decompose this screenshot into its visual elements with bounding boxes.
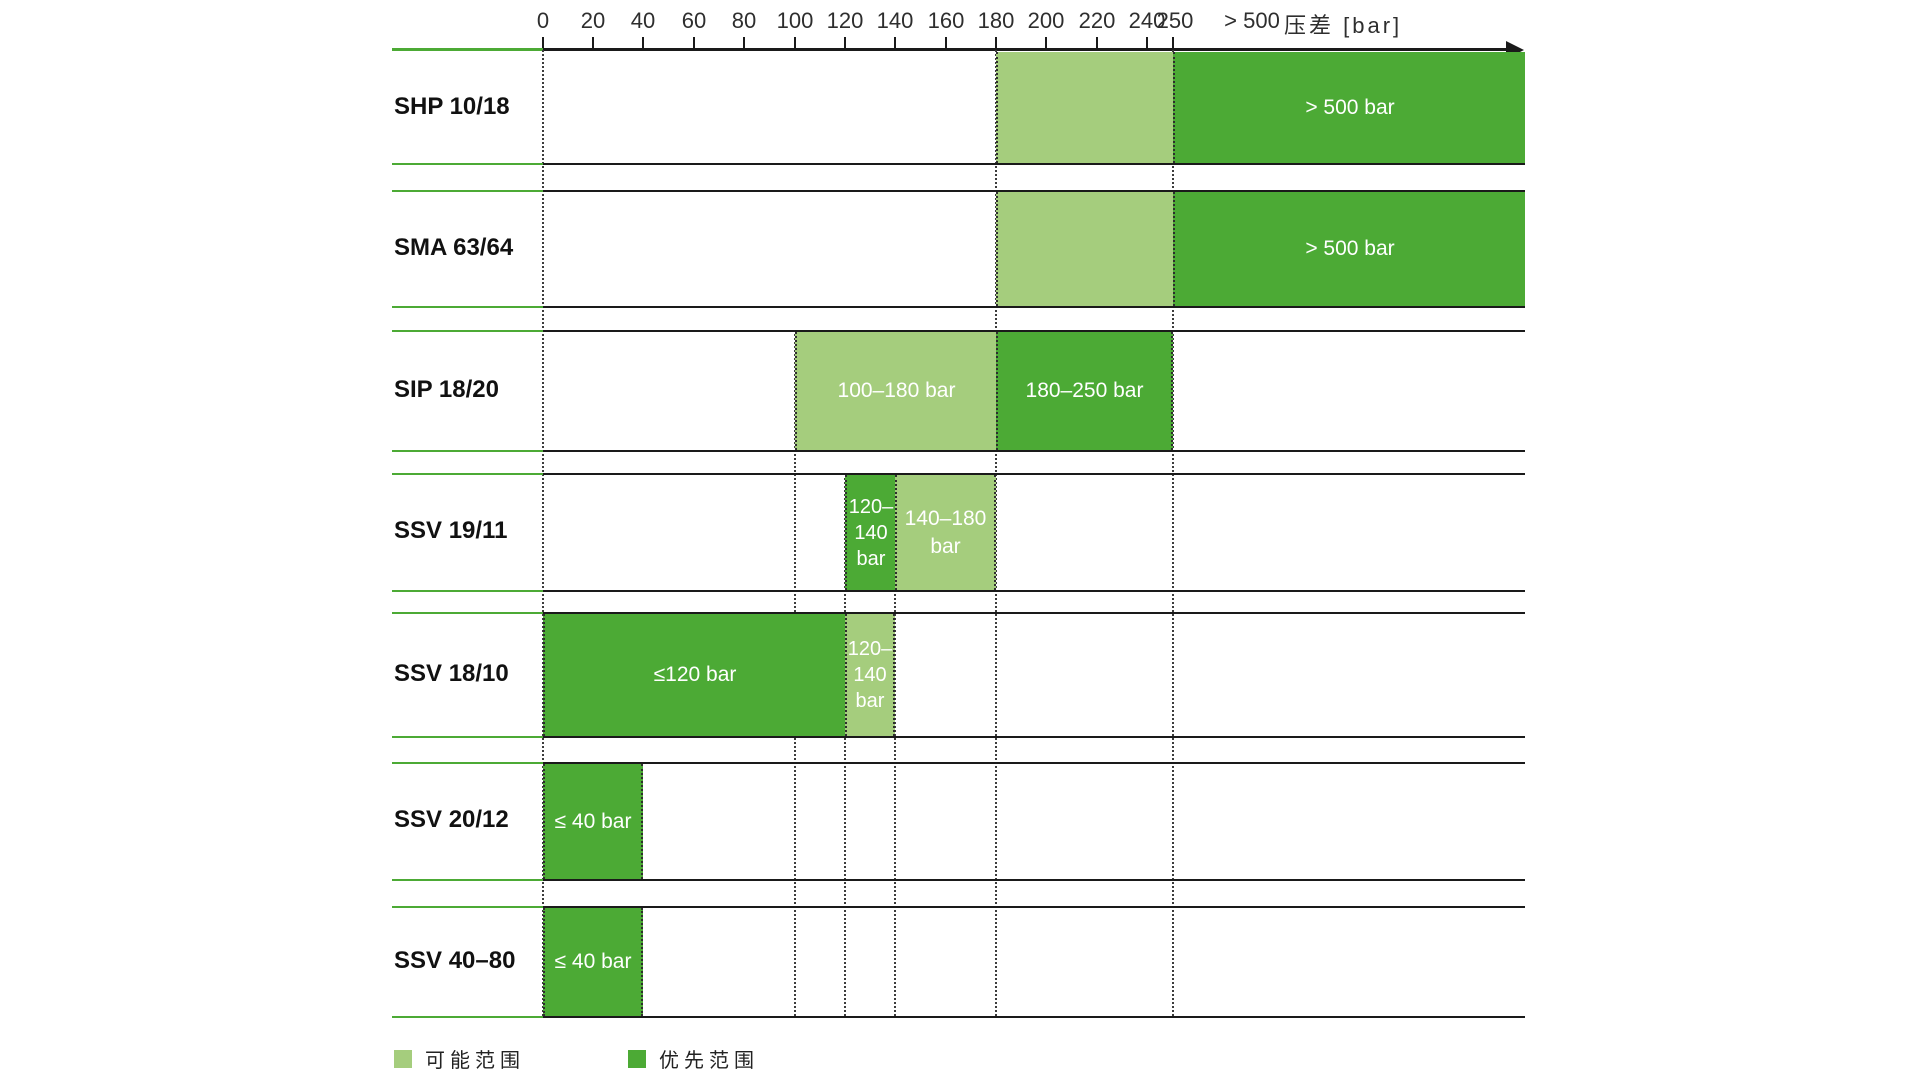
axis-tick-label: 250 (1156, 8, 1194, 33)
axis-line-green-segment (392, 48, 543, 51)
gridline-250bar (1172, 50, 1174, 1016)
axis-line (543, 48, 1510, 51)
row-rule (392, 612, 1525, 614)
row-label: SSV 20/12 (394, 806, 509, 833)
range-bar: 140–180 bar (895, 475, 996, 590)
row-rule (392, 1016, 1525, 1018)
range-bar (996, 52, 1173, 163)
row-rule (392, 473, 1525, 475)
row-rule (392, 762, 1525, 764)
row-label: SSV 18/10 (394, 660, 509, 687)
row-rule (392, 906, 1525, 908)
axis-tick-label: 0 (536, 8, 550, 33)
row-rule (392, 450, 1525, 452)
range-bar: 180–250 bar (996, 332, 1173, 450)
range-bar: 120– 140 bar (845, 475, 895, 590)
range-bar: ≤ 40 bar (543, 764, 643, 879)
axis-tick (794, 37, 796, 50)
axis-tick (592, 37, 594, 50)
axis-tick (743, 37, 745, 50)
row-rule (392, 736, 1525, 738)
axis-tick-label: 80 (731, 8, 757, 33)
axis-title: 压差 [bar] (1284, 13, 1403, 38)
legend-label: 可能范围 (425, 1050, 525, 1072)
axis-tick (1045, 37, 1047, 50)
legend-item-possible: 可能范围 (394, 1044, 525, 1073)
gridline-0bar (542, 50, 544, 1016)
legend-label: 优先范围 (659, 1050, 759, 1072)
legend-swatch-preferred-icon (628, 1049, 646, 1068)
row-rule (392, 879, 1525, 881)
gridline-140bar (894, 473, 896, 1016)
range-bar: 100–180 bar (795, 332, 996, 450)
range-bar: > 500 bar (1173, 192, 1525, 306)
range-bar: > 500 bar (1173, 52, 1525, 163)
axis-tick (995, 37, 997, 50)
row-label: SSV 19/11 (394, 517, 508, 544)
axis-tick-label: 220 (1078, 8, 1116, 33)
row-rule (392, 190, 1525, 192)
axis-tick-label: 40 (630, 8, 656, 33)
axis-tick (844, 37, 846, 50)
axis-tick-label: 180 (977, 8, 1015, 33)
range-bar (996, 192, 1173, 306)
row-label: SHP 10/18 (394, 93, 510, 120)
axis-tick (1096, 37, 1098, 50)
axis-tick-label: 140 (876, 8, 914, 33)
gridline-120bar (844, 473, 846, 1016)
axis-tick (1146, 37, 1148, 50)
axis-tick (642, 37, 644, 50)
axis-tick (945, 37, 947, 50)
legend-swatch-possible-icon (394, 1049, 412, 1068)
axis-tick (542, 37, 544, 50)
axis-tick-label: 100 (776, 8, 814, 33)
row-rule (392, 330, 1525, 332)
row-rule (392, 306, 1525, 308)
legend-item-preferred: 优先范围 (628, 1044, 759, 1073)
row-label: SIP 18/20 (394, 376, 499, 403)
axis-tick-label: 120 (826, 8, 864, 33)
row-label: SMA 63/64 (394, 234, 514, 261)
range-bar: 120– 140 bar (845, 614, 895, 736)
axis-tick-label: 240 (1128, 8, 1166, 33)
axis-tick (693, 37, 695, 50)
gridline-180bar (995, 50, 997, 1016)
row-label: SSV 40–80 (394, 947, 516, 974)
axis-tick-label: > 500 (1224, 8, 1280, 33)
range-bar: ≤120 bar (543, 614, 845, 736)
range-bar: ≤ 40 bar (543, 908, 643, 1016)
axis-tick (894, 37, 896, 50)
row-rule (392, 590, 1525, 592)
axis-tick-label: 20 (580, 8, 606, 33)
row-rule (392, 163, 1525, 165)
axis-tick-label: 60 (681, 8, 707, 33)
axis-tick-label: 200 (1027, 8, 1065, 33)
axis-tick-label: 160 (927, 8, 965, 33)
axis-tick (1172, 37, 1174, 50)
